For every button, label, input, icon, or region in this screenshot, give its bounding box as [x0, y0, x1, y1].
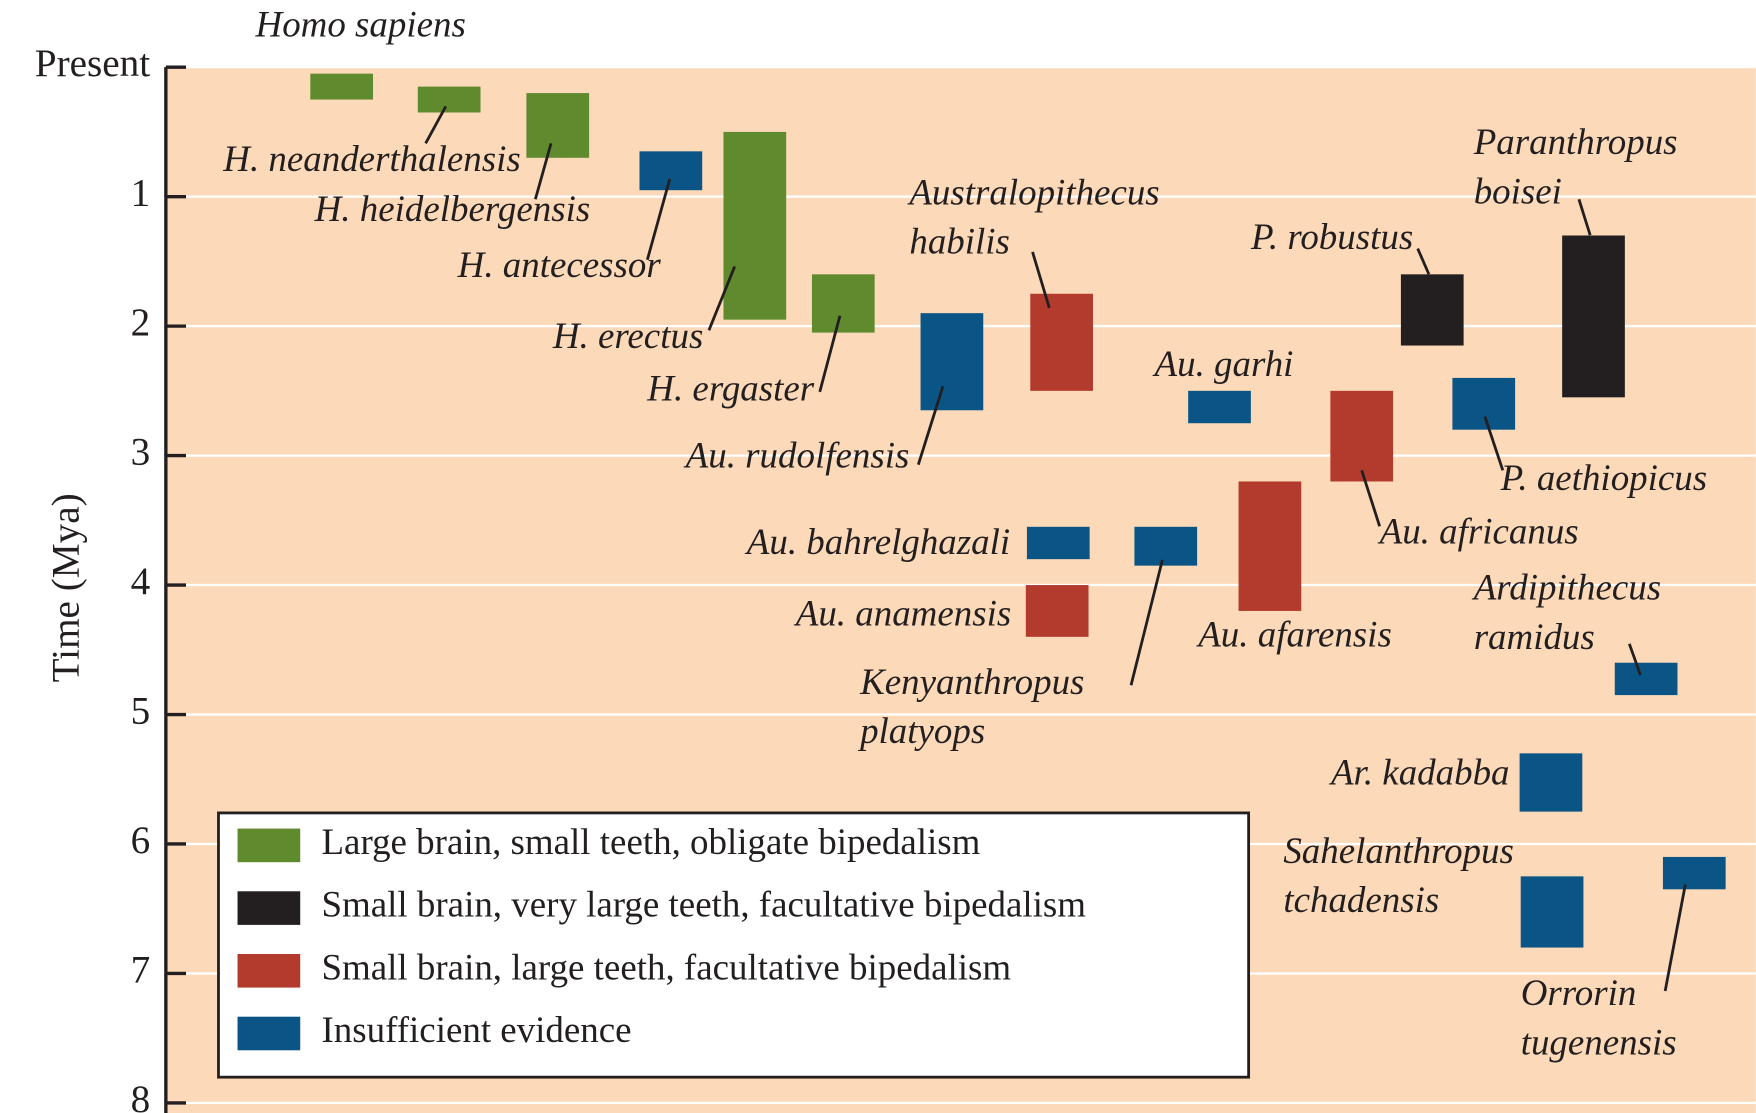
range-bar — [526, 93, 590, 158]
y-tick-label: Present — [35, 42, 150, 85]
species-label: Au. anamensis — [793, 592, 1011, 633]
range-bar — [1520, 876, 1584, 948]
species-label: Kenyanthropus — [859, 661, 1084, 702]
leader-line — [1416, 248, 1431, 275]
leader-line — [424, 105, 448, 144]
range-bar — [1025, 585, 1089, 637]
range-bar — [1519, 753, 1583, 812]
y-axis-label: Time (Mya) — [45, 493, 88, 682]
legend-swatch — [237, 1016, 301, 1051]
range-bar — [1614, 662, 1678, 696]
leader-line — [534, 142, 553, 200]
leader-line — [818, 315, 842, 393]
range-bar — [1562, 235, 1625, 398]
species-label: tchadensis — [1283, 879, 1439, 920]
leader-line — [1031, 251, 1051, 309]
leader-line — [916, 385, 945, 466]
range-bar — [1188, 390, 1251, 424]
species-label: P. robustus — [1250, 216, 1413, 257]
species-label: H. erectus — [552, 315, 703, 356]
species-label: Au. garhi — [1152, 343, 1294, 384]
y-tick-label: 3 — [131, 431, 151, 474]
species-label: platyops — [857, 710, 985, 751]
legend-swatch — [237, 891, 301, 925]
species-label: P. aethiopicus — [1500, 457, 1708, 498]
species-label: Paranthropus — [1473, 121, 1678, 162]
leader-line — [1577, 198, 1592, 236]
legend-label: Insufficient evidence — [322, 1009, 632, 1050]
legend-label: Small brain, very large teeth, facultati… — [322, 884, 1087, 925]
species-label: Ardipithecus — [1471, 567, 1661, 608]
y-tick-label: 6 — [131, 819, 151, 862]
species-label: boisei — [1474, 170, 1562, 211]
species-label: Homo sapiens — [255, 3, 466, 44]
leader-line — [1129, 559, 1164, 686]
range-bar — [1452, 377, 1516, 430]
species-label: habilis — [909, 221, 1010, 262]
range-bar — [639, 151, 703, 191]
y-tick-label: 7 — [131, 948, 151, 991]
y-tick-label: 1 — [131, 172, 151, 215]
species-label: Ar. kadabba — [1328, 751, 1510, 792]
leader-line — [1360, 469, 1381, 527]
y-tick-label: 8 — [131, 1078, 151, 1113]
leader-line — [645, 178, 672, 261]
legend-box — [217, 811, 1251, 1079]
species-label: H. heidelbergensis — [314, 188, 591, 229]
species-label: Au. afarensis — [1195, 614, 1392, 655]
species-label: Australopithecus — [906, 171, 1159, 212]
species-label: Orrorin — [1521, 972, 1637, 1013]
y-tick-label: 5 — [131, 690, 151, 733]
range-bar — [1030, 293, 1093, 391]
species-label: Au. bahrelghazali — [744, 521, 1010, 562]
legend-label: Small brain, large teeth, facultative bi… — [322, 946, 1012, 987]
leader-line — [1663, 884, 1687, 992]
legend-label: Large brain, small teeth, obligate biped… — [322, 821, 981, 862]
range-bar — [1330, 390, 1394, 482]
species-label: H. antecessor — [457, 244, 662, 285]
leader-line — [1628, 643, 1642, 676]
species-label: H. ergaster — [646, 367, 815, 408]
species-label: Au. rudolfensis — [683, 435, 910, 476]
legend-swatch — [237, 828, 301, 863]
leader-line — [1483, 416, 1505, 471]
range-bar — [417, 86, 481, 113]
y-tick-label: 2 — [131, 301, 151, 344]
leader-line — [707, 265, 736, 331]
species-label: Au. africanus — [1377, 511, 1579, 552]
legend: Large brain, small teeth, obligate biped… — [217, 811, 1251, 1079]
species-label: Sahelanthropus — [1283, 830, 1514, 871]
range-bar — [811, 274, 875, 333]
species-label: tugenensis — [1521, 1021, 1677, 1062]
range-bar — [310, 73, 374, 100]
species-label: H. neanderthalensis — [222, 138, 521, 179]
range-bar — [1238, 481, 1302, 611]
range-bar — [1134, 526, 1198, 566]
species-label: ramidus — [1474, 616, 1595, 657]
legend-swatch — [237, 954, 301, 988]
range-bar — [723, 131, 787, 320]
range-bar — [920, 313, 984, 411]
range-bar — [1662, 856, 1726, 890]
range-bar — [1026, 526, 1090, 560]
y-tick-label: 4 — [131, 560, 151, 603]
range-bar — [1400, 274, 1464, 346]
